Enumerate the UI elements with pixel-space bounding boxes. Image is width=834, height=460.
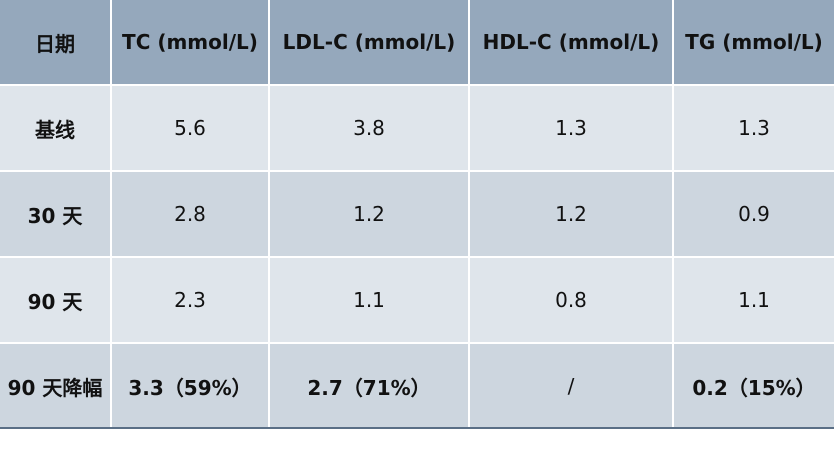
cell-hdl-c: 1.2 <box>468 170 674 258</box>
cell-tc: 2.3 <box>110 256 270 344</box>
lipid-table: 日期 TC (mmol/L) LDL-C (mmol/L) HDL-C (mmo… <box>0 0 834 430</box>
header-row: 日期 TC (mmol/L) LDL-C (mmol/L) HDL-C (mmo… <box>0 0 834 86</box>
table-body: 基线 5.6 3.8 1.3 1.3 30 天 2.8 1.2 1.2 0.9 … <box>0 84 834 430</box>
cell-ldl-c: 2.7（71%） <box>268 342 470 430</box>
header-date: 日期 <box>0 0 112 86</box>
cell-tc: 3.3（59%） <box>110 342 270 430</box>
table-row: 90 天 2.3 1.1 0.8 1.1 <box>0 256 834 344</box>
cell-tc: 5.6 <box>110 84 270 172</box>
row-label-day-90: 90 天 <box>0 256 112 344</box>
row-label-day-30: 30 天 <box>0 170 112 258</box>
cell-tc: 2.8 <box>110 170 270 258</box>
header-hdl-c: HDL-C (mmol/L) <box>468 0 674 86</box>
cell-tg: 1.3 <box>672 84 834 172</box>
header-tg: TG (mmol/L) <box>672 0 834 86</box>
cell-ldl-c: 1.1 <box>268 256 470 344</box>
cell-tg: 1.1 <box>672 256 834 344</box>
cell-hdl-c: 1.3 <box>468 84 674 172</box>
row-label-baseline: 基线 <box>0 84 112 172</box>
table-bottom-rule <box>0 427 834 429</box>
cell-tg: 0.2（15%） <box>672 342 834 430</box>
row-label-day-90-reduction: 90 天降幅 <box>0 342 112 430</box>
table-row: 30 天 2.8 1.2 1.2 0.9 <box>0 170 834 258</box>
header-tc: TC (mmol/L) <box>110 0 270 86</box>
table-row-summary: 90 天降幅 3.3（59%） 2.7（71%） / 0.2（15%） <box>0 342 834 430</box>
cell-ldl-c: 1.2 <box>268 170 470 258</box>
lipid-table-container: 日期 TC (mmol/L) LDL-C (mmol/L) HDL-C (mmo… <box>0 0 834 430</box>
table-row: 基线 5.6 3.8 1.3 1.3 <box>0 84 834 172</box>
cell-tg: 0.9 <box>672 170 834 258</box>
header-ldl-c: LDL-C (mmol/L) <box>268 0 470 86</box>
cell-hdl-c: / <box>468 342 674 430</box>
table-header: 日期 TC (mmol/L) LDL-C (mmol/L) HDL-C (mmo… <box>0 0 834 86</box>
cell-hdl-c: 0.8 <box>468 256 674 344</box>
cell-ldl-c: 3.8 <box>268 84 470 172</box>
